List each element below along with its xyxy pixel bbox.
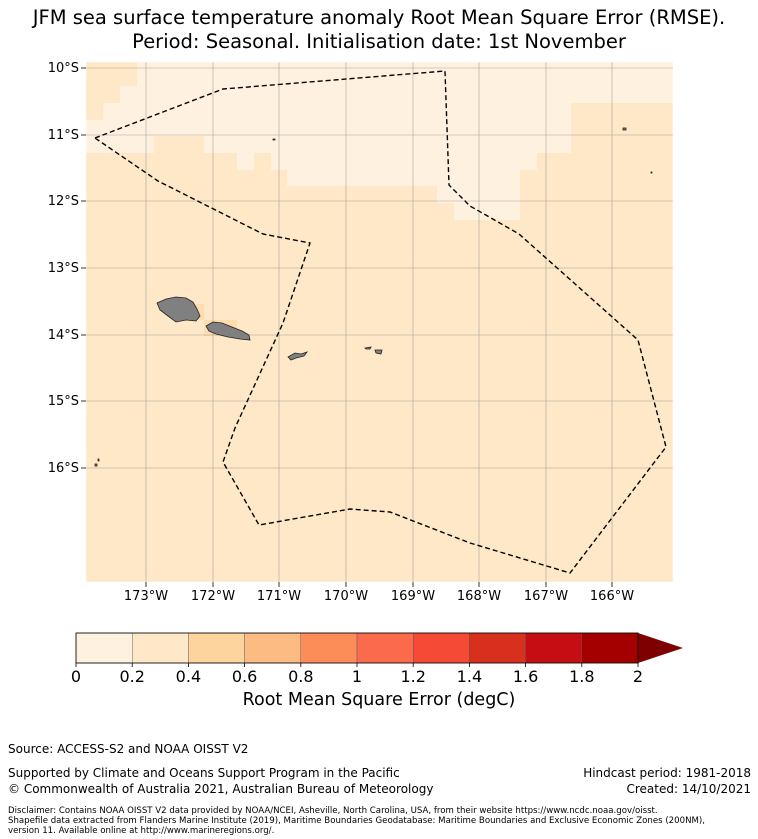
lon-label: 171°W bbox=[257, 589, 301, 604]
longitude-axis: 173°W 172°W 171°W 170°W 169°W 168°W 167°… bbox=[124, 582, 634, 604]
latitude-axis: 10°S 11°S 12°S 13°S 14°S 15°S 16°S bbox=[48, 61, 86, 476]
colorbar-segment bbox=[525, 632, 582, 664]
disclaimer-line: Shapefile data extracted from Flanders M… bbox=[8, 816, 705, 826]
colorbar-tick-label: 1 bbox=[352, 667, 362, 686]
colorbar-tick-label: 2 bbox=[633, 667, 643, 686]
lat-label: 11°S bbox=[48, 128, 79, 143]
map-title-line-1: JFM sea surface temperature anomaly Root… bbox=[32, 6, 726, 29]
rmse-map: 10°S 11°S 12°S 13°S 14°S 15°S 16°S 173°W… bbox=[48, 61, 683, 686]
colorbar-tick-label: 0.8 bbox=[288, 667, 313, 686]
disclaimer: Disclaimer: Contains NOAA OISST V2 data … bbox=[8, 806, 758, 836]
colorbar-segment bbox=[581, 632, 639, 664]
colorbar-segment bbox=[75, 632, 133, 664]
islet bbox=[650, 171, 653, 174]
colorbar-segment bbox=[244, 632, 302, 664]
land-masses bbox=[94, 127, 653, 467]
islet bbox=[622, 127, 627, 131]
lat-label: 12°S bbox=[48, 194, 79, 209]
supported-text: Supported by Climate and Oceans Support … bbox=[8, 766, 400, 780]
islet bbox=[272, 138, 276, 141]
ofu-island bbox=[364, 346, 372, 350]
colorbar-tick-label: 1.2 bbox=[400, 667, 425, 686]
map-title-line-2: Period: Seasonal. Initialisation date: 1… bbox=[132, 30, 626, 53]
colorbar: 0 0.2 0.4 0.6 0.8 1 1.2 1.4 1.6 1.8 2 bbox=[71, 632, 683, 686]
colorbar-segment bbox=[413, 632, 470, 664]
lon-label: 172°W bbox=[191, 589, 235, 604]
colorbar-segment bbox=[356, 632, 414, 664]
lon-label: 168°W bbox=[457, 589, 501, 604]
created-date-text: Created: 14/10/2021 bbox=[626, 782, 751, 796]
colorbar-segment bbox=[131, 632, 189, 664]
colorbar-tick-label: 0 bbox=[71, 667, 81, 686]
lat-label: 16°S bbox=[48, 461, 79, 476]
tutuila-island bbox=[287, 351, 309, 361]
map-frame bbox=[85, 61, 674, 583]
lat-label: 13°S bbox=[48, 261, 79, 276]
colorbar-label: Root Mean Square Error (degC) bbox=[242, 690, 516, 710]
colorbar-segment bbox=[188, 632, 245, 664]
lon-label: 169°W bbox=[391, 589, 435, 604]
lon-label: 170°W bbox=[324, 589, 368, 604]
lon-label: 166°W bbox=[590, 589, 634, 604]
lat-label: 15°S bbox=[48, 394, 79, 409]
islet bbox=[97, 458, 100, 462]
savaii-island bbox=[156, 296, 201, 323]
disclaimer-line: Disclaimer: Contains NOAA OISST V2 data … bbox=[8, 806, 658, 816]
lat-label: 14°S bbox=[48, 328, 79, 343]
colorbar-extend-arrow bbox=[638, 633, 683, 663]
colorbar-tick-label: 0.6 bbox=[232, 667, 257, 686]
colorbar-segment bbox=[300, 632, 358, 664]
gridlines bbox=[86, 62, 673, 582]
colorbar-tick-label: 1.6 bbox=[513, 667, 538, 686]
upolu-island bbox=[205, 321, 251, 341]
colorbar-tick-label: 0.4 bbox=[176, 667, 201, 686]
islet bbox=[94, 463, 98, 467]
low-rmse-region bbox=[86, 62, 673, 220]
lon-label: 173°W bbox=[124, 589, 168, 604]
colorbar-tick-label: 1.8 bbox=[569, 667, 594, 686]
hindcast-period-text: Hindcast period: 1981-2018 bbox=[583, 766, 751, 780]
lon-label: 167°W bbox=[524, 589, 568, 604]
tau-island bbox=[374, 349, 383, 355]
colorbar-tick-label: 0.2 bbox=[119, 667, 144, 686]
lat-label: 10°S bbox=[48, 61, 79, 76]
copyright-text: © Commonwealth of Australia 2021, Austra… bbox=[8, 782, 434, 796]
colorbar-segment bbox=[469, 632, 526, 664]
disclaimer-line: version 11. Available online at http://w… bbox=[8, 826, 275, 836]
colorbar-tick-label: 1.4 bbox=[457, 667, 482, 686]
source-text: Source: ACCESS-S2 and NOAA OISST V2 bbox=[8, 742, 249, 756]
